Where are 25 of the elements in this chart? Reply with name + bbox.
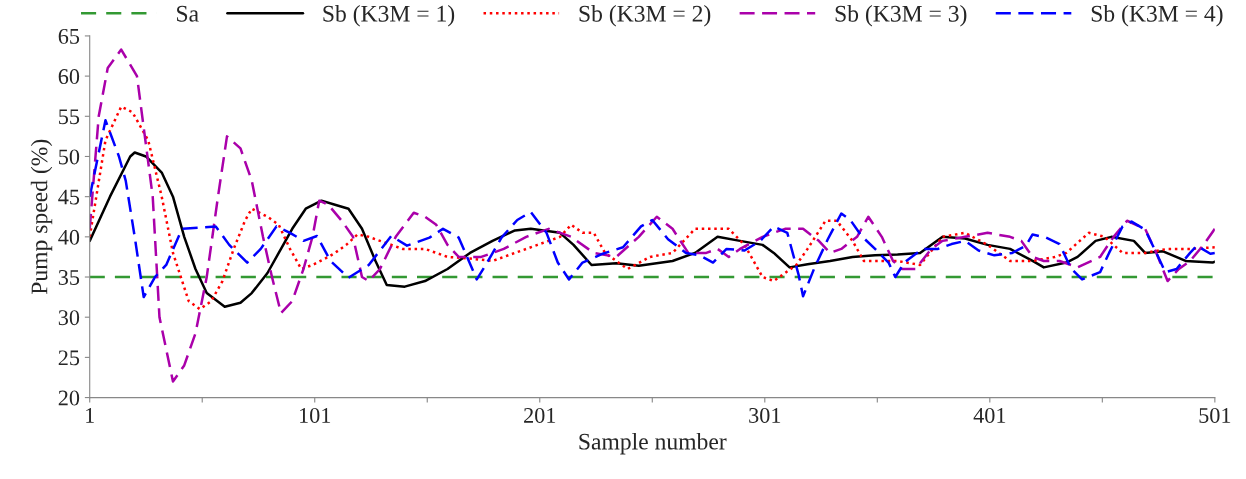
legend-label: Sb (K3M = 3)	[835, 5, 967, 27]
y-tick-label: 30	[58, 310, 80, 326]
x-tick-label: 1	[86, 408, 94, 423]
y-tick-label: 45	[58, 189, 80, 205]
y-tick-label: 55	[59, 109, 80, 125]
legend-label: Sb (K3M = 2)	[579, 5, 711, 27]
y-tick-label: 60	[58, 69, 80, 85]
legend-label: Sa	[177, 5, 199, 22]
y-tick-label: 40	[58, 229, 80, 245]
y-tick-label: 20	[58, 390, 80, 406]
x-tick-label: 501	[1199, 407, 1231, 423]
line-series	[89, 48, 1215, 383]
x-tick-label: 401	[973, 407, 1006, 423]
y-tick-label: 50	[59, 149, 80, 165]
legend-label: Sb (K3M = 1)	[323, 5, 455, 27]
y-tick-label: 35	[58, 270, 80, 285]
x-tick-label: 101	[300, 407, 331, 423]
x-tick-label: 201	[524, 407, 556, 423]
line-series	[89, 151, 1215, 309]
x-tick-label: 301	[749, 407, 781, 423]
legend-label: Sb (K3M = 4)	[1091, 5, 1223, 27]
y-tick-label: 65	[58, 28, 80, 44]
y-tick-label: 25	[58, 350, 80, 366]
y-axis-title: Pump speed (%)	[30, 139, 53, 295]
x-axis-title: Sample number	[579, 433, 727, 455]
